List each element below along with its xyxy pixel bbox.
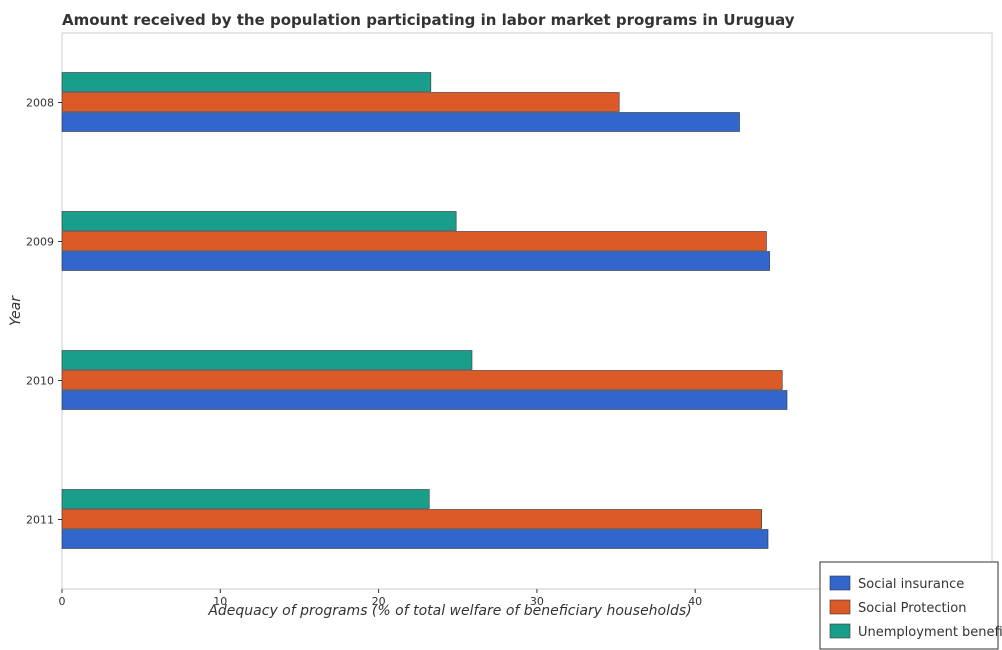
x-tick-label: 0	[59, 595, 66, 608]
bar-social-protection-2009	[61, 231, 767, 251]
x-axis-title: Adequacy of programs (% of total welfare…	[207, 603, 691, 619]
bar-social-protection-2011	[61, 509, 762, 529]
bars-layer	[61, 72, 788, 549]
legend-label-social-insurance: Social insurance	[858, 577, 964, 592]
bar-social-insurance-2011	[61, 529, 769, 549]
legend-label-social-protection: Social Protection	[858, 601, 966, 616]
y-axis-title: Year	[8, 295, 24, 326]
y-tick-label: 2008	[26, 97, 54, 110]
x-ticks: 0 10 20 30 40	[59, 589, 702, 608]
bar-unemployment-benefits-2009	[61, 211, 457, 231]
bar-social-insurance-2008	[61, 112, 740, 132]
bar-social-insurance-2010	[61, 390, 788, 410]
legend-swatch-social-protection	[829, 599, 851, 615]
bar-unemployment-benefits-2008	[61, 72, 432, 92]
x-tick-label: 40	[688, 595, 702, 608]
legend: Social insurance Social Protection Unemplo…	[819, 561, 1002, 650]
bar-social-protection-2008	[61, 92, 620, 112]
x-tick-label: 20	[372, 595, 386, 608]
legend-label-unemployment-benefits: Unemployment benefits	[858, 625, 1002, 640]
bar-social-insurance-2009	[61, 251, 770, 271]
x-tick-label: 10	[213, 595, 227, 608]
y-tick-label: 2011	[26, 514, 54, 527]
bar-social-protection-2010	[61, 370, 783, 390]
legend-swatch-unemployment-benefits	[829, 623, 851, 639]
bar-unemployment-benefits-2011	[61, 489, 430, 509]
y-ticks: 2008 2009 2010 2011	[26, 97, 62, 527]
bar-unemployment-benefits-2010	[61, 350, 473, 370]
chart-title: Amount received by the population partic…	[62, 11, 795, 29]
y-tick-label: 2010	[26, 375, 54, 388]
x-tick-label: 30	[530, 595, 544, 608]
legend-swatch-social-insurance	[829, 575, 851, 591]
y-tick-label: 2009	[26, 236, 54, 249]
